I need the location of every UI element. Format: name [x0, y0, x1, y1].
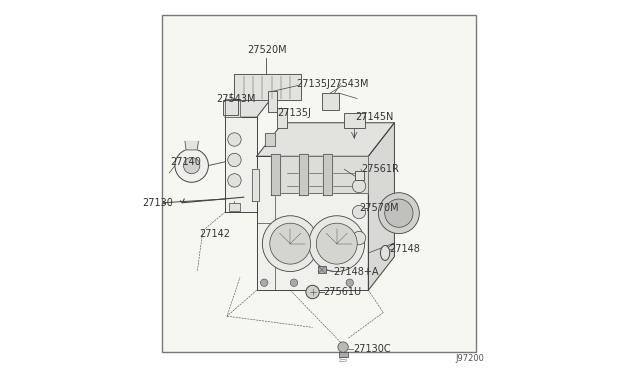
Text: 27561R: 27561R	[361, 164, 399, 174]
Polygon shape	[323, 154, 332, 195]
Text: 27561U: 27561U	[324, 287, 362, 297]
Polygon shape	[279, 156, 369, 193]
Bar	[223, 100, 238, 115]
Text: 27140: 27140	[170, 157, 202, 167]
Text: 27142: 27142	[199, 230, 230, 239]
Circle shape	[291, 279, 298, 286]
Text: 27148+A: 27148+A	[333, 267, 378, 276]
Bar	[268, 91, 277, 112]
Circle shape	[228, 153, 241, 167]
Text: 27543M: 27543M	[330, 79, 369, 89]
Circle shape	[353, 205, 365, 219]
Circle shape	[378, 193, 419, 234]
Circle shape	[270, 223, 310, 264]
Bar	[322, 93, 339, 110]
Circle shape	[260, 279, 268, 286]
Circle shape	[316, 223, 357, 264]
Text: 27135J: 27135J	[277, 109, 311, 118]
Circle shape	[184, 157, 200, 174]
Text: 27543M: 27543M	[216, 94, 255, 103]
Bar	[318, 266, 326, 273]
Circle shape	[262, 216, 318, 272]
Text: 27148: 27148	[389, 244, 420, 254]
Polygon shape	[234, 74, 301, 100]
Circle shape	[228, 133, 241, 146]
Text: 27135J: 27135J	[296, 79, 330, 89]
Circle shape	[175, 149, 209, 182]
Circle shape	[338, 342, 348, 352]
Ellipse shape	[380, 246, 390, 260]
Polygon shape	[252, 169, 259, 201]
Text: 27130C: 27130C	[353, 344, 391, 353]
Circle shape	[385, 199, 413, 227]
Polygon shape	[225, 84, 283, 117]
Circle shape	[228, 174, 241, 187]
Polygon shape	[264, 133, 275, 146]
Polygon shape	[185, 141, 198, 150]
Polygon shape	[225, 117, 257, 212]
Polygon shape	[299, 154, 308, 195]
Circle shape	[309, 216, 365, 272]
Text: J97200: J97200	[456, 354, 484, 363]
Circle shape	[353, 179, 365, 193]
Bar	[344, 113, 365, 128]
Polygon shape	[257, 156, 369, 290]
Text: 27145N: 27145N	[355, 112, 394, 122]
Polygon shape	[257, 123, 394, 156]
Polygon shape	[369, 123, 394, 290]
Polygon shape	[225, 99, 240, 117]
Polygon shape	[271, 154, 280, 195]
Bar	[339, 352, 348, 357]
Circle shape	[353, 231, 365, 245]
Bar	[277, 108, 287, 128]
Circle shape	[346, 279, 353, 286]
Circle shape	[306, 285, 319, 299]
Text: 27520M: 27520M	[248, 45, 287, 55]
Text: 27570M: 27570M	[359, 203, 399, 213]
Bar	[355, 171, 364, 180]
Bar	[162, 15, 476, 352]
Text: 27130: 27130	[142, 198, 173, 208]
Bar	[229, 203, 240, 211]
